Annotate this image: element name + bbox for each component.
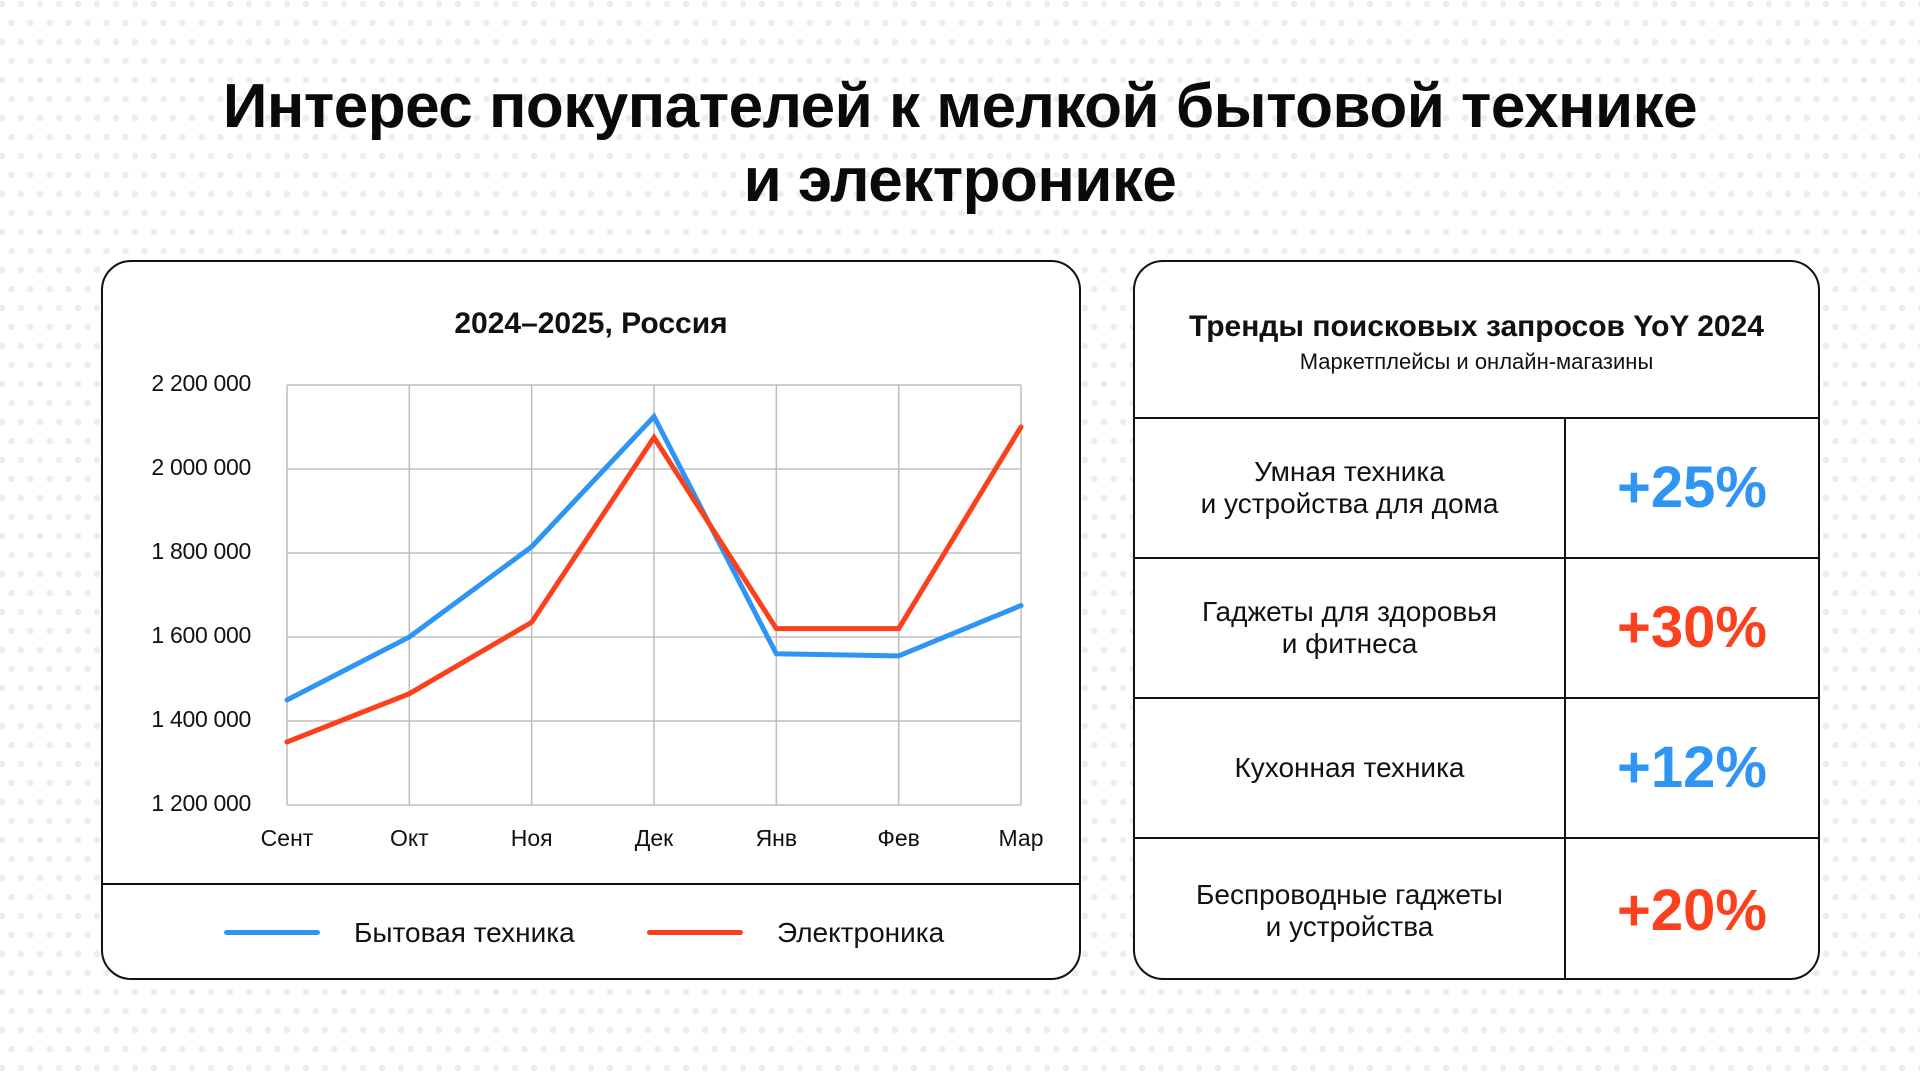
legend-divider (103, 883, 1079, 885)
page-title: Интерес покупателей к мелкой бытовой тех… (0, 70, 1920, 218)
table-row: Беспроводные гаджеты и устройства +20% (1135, 839, 1818, 978)
category-line-2: и устройства для дома (1200, 488, 1499, 519)
trends-header: Тренды поисковых запросов YoY 2024 Марке… (1135, 262, 1818, 419)
x-tick-label: Мар (998, 825, 1044, 851)
x-tick-label: Сент (260, 825, 314, 851)
trends-subtitle: Маркетплейсы и онлайн-магазины (1299, 349, 1654, 374)
growth-value: +25% (1617, 455, 1767, 520)
search-trends-card: Тренды поисковых запросов YoY 2024 Марке… (1133, 260, 1820, 980)
y-tick-label: 2 200 000 (151, 370, 251, 396)
x-tick-label: Ноя (510, 825, 553, 851)
x-tick-label: Дек (634, 825, 674, 851)
chart-grid (286, 384, 1022, 806)
category-line-1: Гаджеты для здоровья (1201, 596, 1498, 627)
legend-label: Электроника (777, 916, 945, 948)
category-name: Кухонная техника (1135, 699, 1566, 837)
category-line-2: и устройства (1265, 910, 1434, 942)
category-name: Гаджеты для здоровья и фитнеса (1135, 559, 1566, 697)
line-chart (284, 384, 1024, 806)
category-name: Беспроводные гаджеты и устройства (1135, 839, 1566, 978)
legend-item-household-appliances: Бытовая техника (224, 885, 575, 978)
table-row: Умная техника и устройства для дома +25% (1135, 419, 1818, 559)
legend-item-electronics: Электроника (647, 885, 945, 978)
growth-value: +30% (1617, 595, 1767, 660)
x-tick-label: Янв (755, 825, 798, 851)
series-line (284, 412, 1024, 703)
y-tick-label: 1 400 000 (151, 706, 251, 732)
x-tick-label: Окт (389, 825, 429, 851)
legend-swatch-red (647, 930, 743, 935)
legend-label: Бытовая техника (354, 916, 575, 948)
y-tick-label: 2 000 000 (151, 454, 251, 480)
growth-value: +12% (1617, 735, 1767, 800)
category-name: Умная техника и устройства для дома (1135, 419, 1566, 557)
y-tick-label: 1 200 000 (151, 790, 251, 816)
chart-legend: Бытовая техника Электроника (103, 885, 1079, 978)
x-tick-label: Фев (877, 825, 920, 851)
table-row: Кухонная техника +12% (1135, 699, 1818, 839)
table-row: Гаджеты для здоровья и фитнеса +30% (1135, 559, 1818, 699)
chart-card: 2024–2025, Россия 2 200 000 2 000 000 1 … (101, 260, 1081, 980)
trends-table: Умная техника и устройства для дома +25%… (1135, 419, 1818, 978)
page-title-line-1: Интерес покупателей к мелкой бытовой тех… (222, 72, 1698, 141)
category-line-2: и фитнеса (1281, 628, 1418, 659)
category-line-1: Кухонная техника (1234, 752, 1465, 783)
legend-swatch-blue (224, 930, 320, 935)
page-title-line-2: и электронике (743, 146, 1177, 215)
chart-lines (284, 412, 1024, 745)
y-tick-label: 1 600 000 (151, 622, 251, 648)
category-line-1: Умная техника (1254, 456, 1445, 487)
chart-title: 2024–2025, Россия (454, 307, 728, 340)
series-line (284, 424, 1024, 745)
trends-title: Тренды поисковых запросов YoY 2024 (1189, 310, 1764, 343)
growth-value: +20% (1617, 877, 1767, 943)
y-tick-label: 1 800 000 (151, 538, 251, 564)
category-line-1: Беспроводные гаджеты (1196, 878, 1503, 910)
